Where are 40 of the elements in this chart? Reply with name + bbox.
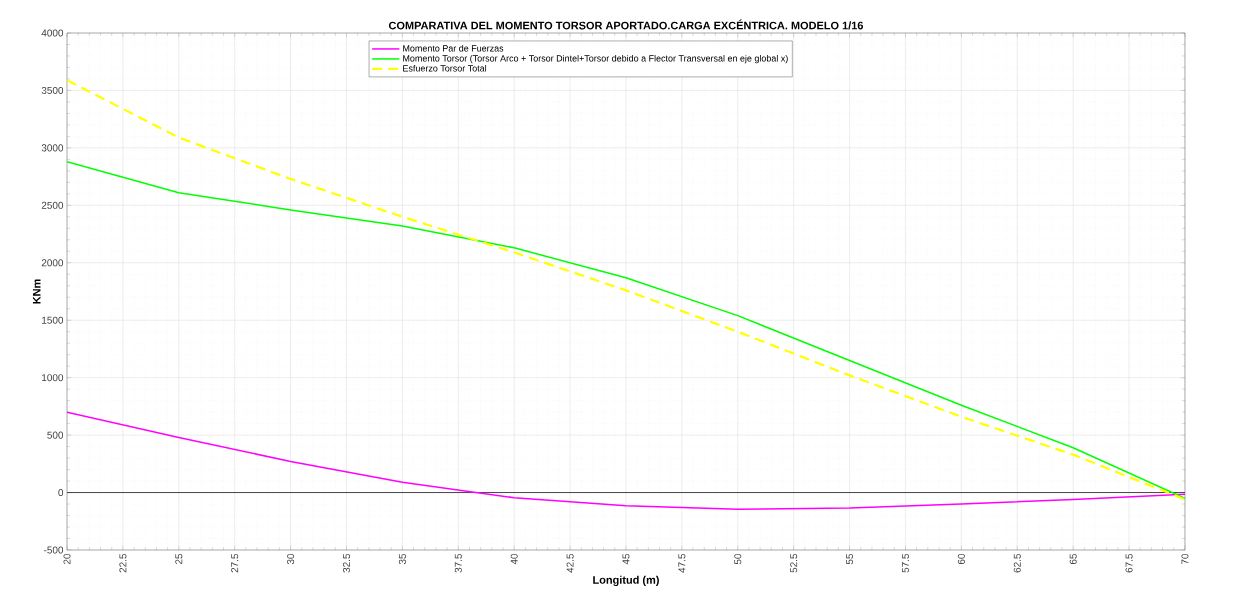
chart-title: COMPARATIVA DEL MOMENTO TORSOR APORTADO.CARGA EXCÉNTRICA. MODELO 1/16 [388, 19, 864, 30]
y-tick-label: -500 [43, 546, 64, 554]
legend-label: Momento Torsor (Torsor Arco + Torsor Dintel+Torsor debido a Flector Transversal en eje global x) [403, 54, 788, 64]
x-tick-label: 55 [846, 553, 854, 565]
line-series [67, 79, 1185, 501]
y-axis-title: KNm [32, 279, 41, 304]
x-tick-label: 40 [510, 553, 518, 565]
line-series [67, 411, 1185, 510]
y-tick-label: 3000 [41, 144, 64, 152]
x-tick-label: 62.5 [1013, 553, 1021, 573]
line-series [67, 160, 1185, 500]
x-tick-label: 22.5 [119, 553, 127, 573]
y-tick-label: 500 [47, 431, 64, 439]
y-tick-label: 2000 [41, 259, 64, 267]
x-axis-title: Longitud (m) [593, 575, 659, 587]
x-tick-label: 60 [957, 553, 965, 565]
x-tick-label: 50 [734, 553, 742, 565]
x-tick-label: 67.5 [1125, 553, 1133, 573]
x-tick-label: 35 [398, 553, 406, 565]
y-tick-label: 1000 [42, 374, 64, 382]
legend-label: Esfuerzo Torsor Total [403, 64, 487, 72]
x-tick-label: 70 [1181, 553, 1189, 565]
x-tick-label: 37.5 [454, 553, 462, 573]
x-tick-label: 20 [63, 553, 71, 565]
y-tick-label: 2500 [41, 201, 64, 209]
y-tick-label: 3500 [41, 86, 64, 94]
x-tick-label: 42.5 [566, 553, 574, 573]
x-tick-label: 25 [175, 553, 183, 565]
y-tick-label: 1500 [42, 316, 64, 324]
x-tick-label: 27.5 [231, 553, 239, 573]
y-tick-label: 0 [58, 489, 64, 497]
x-tick-label: 52.5 [790, 553, 798, 573]
y-tick-label: 4000 [41, 29, 64, 37]
x-tick-label: 32.5 [342, 553, 351, 573]
x-tick-label: 47.5 [678, 553, 686, 573]
x-tick-label: 45 [622, 553, 630, 565]
x-tick-label: 57.5 [901, 553, 909, 573]
x-tick-label: 30 [287, 553, 295, 565]
legend-label: Momento Par de Fuerzas [403, 44, 504, 52]
x-tick-label: 65 [1069, 553, 1077, 565]
